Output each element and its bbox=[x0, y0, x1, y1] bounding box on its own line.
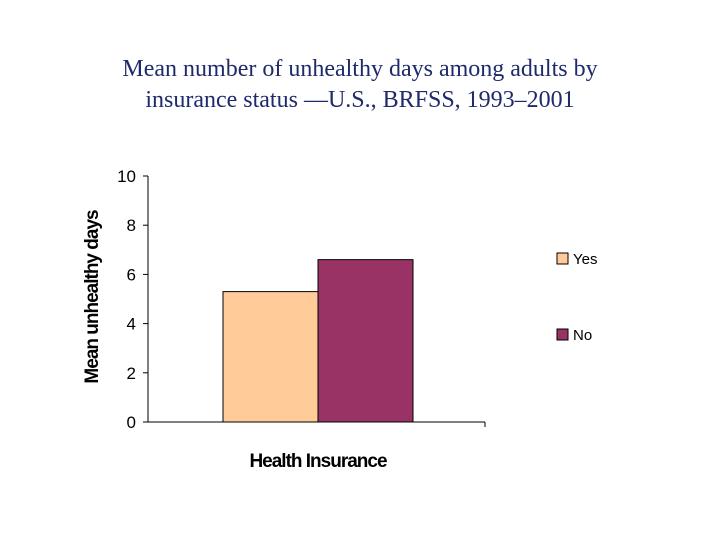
legend-swatch-no bbox=[556, 328, 569, 341]
chart-title: Mean number of unhealthy days among adul… bbox=[0, 54, 720, 116]
y-axis-label: Mean unhealthy days bbox=[82, 210, 103, 384]
legend-label-yes: Yes bbox=[573, 251, 597, 268]
legend: Yes No bbox=[556, 251, 597, 344]
y-tick-label: 4 bbox=[127, 315, 136, 334]
y-tick-label: 10 bbox=[117, 167, 136, 186]
bar-yes bbox=[222, 291, 319, 423]
bar-no bbox=[317, 259, 414, 423]
y-tick-label: 0 bbox=[127, 413, 136, 432]
bars bbox=[222, 259, 414, 423]
y-tick-label: 8 bbox=[127, 216, 136, 235]
y-axis: 0 2 4 6 8 10 bbox=[117, 167, 149, 432]
chart-title-line-1: Mean number of unhealthy days among adul… bbox=[122, 56, 598, 82]
legend-label-no: No bbox=[573, 327, 592, 344]
y-tick-label: 6 bbox=[127, 265, 136, 284]
y-tick-label: 2 bbox=[127, 364, 136, 383]
legend-swatch-yes bbox=[556, 252, 569, 265]
chart-title-line-2: insurance status —U.S., BRFSS, 1993–2001 bbox=[145, 87, 575, 113]
x-axis bbox=[148, 421, 486, 427]
x-axis-label: Health Insurance bbox=[249, 451, 387, 472]
